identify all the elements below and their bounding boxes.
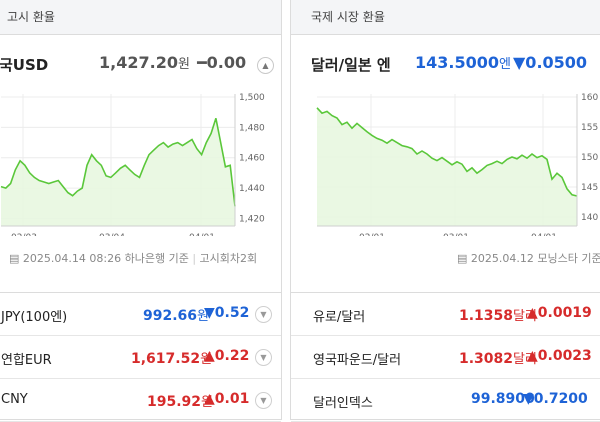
series-area bbox=[317, 107, 577, 226]
y-tick-label: 1,460 bbox=[239, 154, 265, 164]
chevron-down-icon[interactable]: ▼ bbox=[255, 392, 272, 409]
list-item[interactable]: CNY 195.92원 ▲0.01 ▼ bbox=[0, 379, 281, 422]
rate-change: ━0.00 bbox=[197, 53, 247, 72]
list-item[interactable]: JPY(100엔) 992.66원 ▼0.52 ▼ bbox=[0, 293, 281, 336]
series-line bbox=[316, 107, 578, 197]
rate-list: JPY(100엔) 992.66원 ▼0.52 ▼ 연합EUR 1,617.52… bbox=[0, 292, 281, 422]
calendar-icon: ▤ bbox=[457, 252, 468, 265]
x-tick-label: 04/01 bbox=[531, 233, 557, 236]
y-tick-label: 140 bbox=[581, 213, 598, 223]
current-rate: 143.5000엔 bbox=[415, 53, 511, 72]
currency-pair[interactable]: 달러/일본 엔 bbox=[311, 56, 391, 74]
intl-market-rate-panel: 국제 시장 환율 달러/일본 엔 143.5000엔 ▼0.0500 140 14… bbox=[290, 0, 600, 422]
x-tick-label: 03/01 bbox=[443, 233, 469, 236]
rate-list: 유로/달러 1.1358달러 ▲0.0019 영국파운드/달러 1.3082달러… bbox=[291, 292, 600, 422]
y-tick-label: 155 bbox=[581, 123, 598, 133]
usd-krw-chart: 1,420 1,440 1,460 1,480 1,500 02/03 03/04 04/01 bbox=[0, 93, 265, 236]
y-tick-label: 1,420 bbox=[239, 214, 265, 224]
chevron-down-icon[interactable]: ▼ bbox=[255, 349, 272, 366]
currency-pair[interactable]: 국USD bbox=[0, 56, 49, 74]
y-tick-label: 160 bbox=[581, 93, 598, 103]
y-tick-label: 1,480 bbox=[239, 123, 265, 133]
list-item[interactable]: 달러인덱스 99.8900 ▼0.7200 bbox=[291, 379, 600, 422]
y-tick-label: 1,440 bbox=[239, 184, 265, 194]
x-tick-label: 03/04 bbox=[99, 233, 125, 236]
panel-title: 고시 환율 bbox=[0, 0, 281, 35]
x-tick-label: 04/01 bbox=[189, 233, 215, 236]
rate-meta: ▤ 2025.04.14 08:26 하나은행 기준 | 고시회차2회 bbox=[9, 252, 258, 265]
list-item[interactable]: 유로/달러 1.1358달러 ▲0.0019 bbox=[291, 293, 600, 336]
rate-meta: ▤ 2025.04.12 모닝스타 기준 bbox=[457, 252, 600, 265]
rate-header: 국USD 1,427.20원 ━0.00 ▲ bbox=[0, 48, 283, 78]
usd-jpy-chart: 140 145 150 155 160 02/01 03/01 04/01 bbox=[316, 93, 598, 236]
rate-header: 달러/일본 엔 143.5000엔 ▼0.0500 bbox=[291, 48, 600, 78]
collapse-icon[interactable]: ▲ bbox=[257, 57, 274, 74]
notice-rate-panel: 고시 환율 국USD 1,427.20원 ━0.00 ▲ 1,420 1,440 1… bbox=[0, 0, 283, 422]
x-tick-label: 02/03 bbox=[11, 233, 37, 236]
list-item[interactable]: 영국파운드/달러 1.3082달러 ▲0.0023 bbox=[291, 336, 600, 379]
chevron-down-icon[interactable]: ▼ bbox=[255, 306, 272, 323]
y-tick-label: 150 bbox=[581, 153, 598, 163]
calendar-icon: ▤ bbox=[9, 252, 20, 265]
current-rate: 1,427.20원 bbox=[99, 53, 190, 72]
panel-title: 국제 시장 환율 bbox=[291, 0, 600, 35]
x-tick-label: 02/01 bbox=[359, 233, 385, 236]
y-tick-label: 1,500 bbox=[239, 93, 265, 103]
y-tick-label: 145 bbox=[581, 183, 598, 193]
list-item[interactable]: 연합EUR 1,617.52원 ▲0.22 ▼ bbox=[0, 336, 281, 379]
rate-change: ▼0.0500 bbox=[513, 53, 588, 72]
series-area bbox=[1, 118, 235, 226]
series-line bbox=[0, 118, 236, 207]
